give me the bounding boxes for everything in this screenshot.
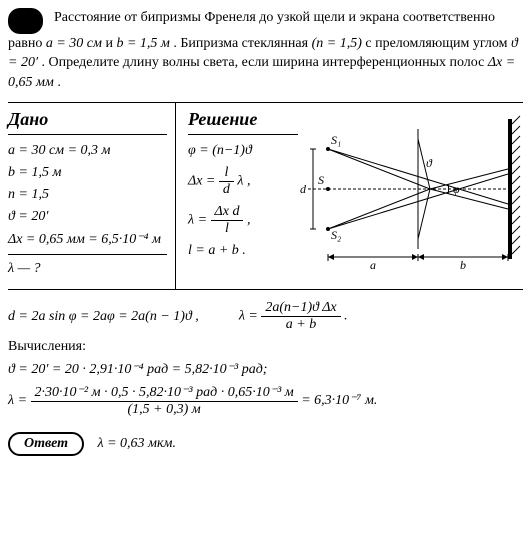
given-a: a = 30 см = 0,3 м [8, 143, 167, 159]
answer-label: Ответ [8, 432, 84, 456]
statement-part-4: . Определите длину волны света, если шир… [42, 55, 488, 70]
inline-n: (n = 1,5) [312, 36, 362, 51]
answer-text: λ = 0,63 мкм. [98, 436, 176, 451]
svg-text:S₁: S₁ [331, 133, 341, 147]
eq-l: l = a + b . [188, 243, 298, 259]
given-b: b = 1,5 м [8, 165, 167, 181]
calc-lambda: λ = 2·30·10⁻² м · 0,5 · 5,82·10⁻³ рад · … [8, 384, 523, 418]
d-equation: d = 2a sin φ = 2aφ = 2a(n − 1)ϑ , [8, 309, 199, 325]
optics-diagram: S₁ S₂ S d ϑ φ a b [298, 109, 523, 283]
period: . [57, 75, 61, 90]
svg-text:a: a [370, 258, 376, 272]
problem-statement: Расстояние от бипризмы Френеля до узкой … [8, 8, 523, 92]
given-dx: Δx = 0,65 мм = 6,5·10⁻⁴ м [8, 231, 167, 248]
deriv-row: d = 2a sin φ = 2aφ = 2a(n − 1)ϑ , λ = 2a… [8, 300, 523, 333]
svg-text:d: d [300, 182, 307, 196]
svg-text:b: b [460, 258, 466, 272]
equation-column: Решение φ = (n−1)ϑ Δx = l d λ , λ = Δx d… [188, 109, 298, 283]
solution-title: Решение [188, 109, 298, 135]
solution-table: Дано a = 30 см = 0,3 м b = 1,5 м n = 1,5… [8, 102, 523, 290]
given-n: n = 1,5 [8, 187, 167, 203]
given-column: Дано a = 30 см = 0,3 м b = 1,5 м n = 1,5… [8, 103, 176, 289]
inline-b: b = 1,5 м [116, 36, 169, 51]
divider [8, 254, 167, 255]
answer-row: Ответ λ = 0,63 мкм. [8, 432, 523, 456]
svg-text:φ: φ [453, 182, 460, 196]
statement-part-2: . Бипризма стеклянная [173, 36, 308, 51]
eq-dx: Δx = l d λ , [188, 165, 298, 198]
lambda-equation: λ = 2a(n−1)ϑ Δx a + b . [239, 300, 348, 333]
given-ask: λ — ? [8, 261, 167, 277]
inline-a: a = 30 см [46, 36, 102, 51]
given-theta: ϑ = 20′ [8, 209, 167, 225]
calc-theta: ϑ = 20′ = 20 · 2,91·10⁻⁴ рад = 5,82·10⁻³… [8, 361, 523, 378]
svg-text:S: S [318, 173, 324, 187]
svg-text:S₂: S₂ [331, 228, 341, 242]
given-title: Дано [8, 109, 167, 135]
derivation-section: d = 2a sin φ = 2aφ = 2a(n − 1)ϑ , λ = 2a… [8, 300, 523, 418]
eq-lambda: λ = Δx d l , [188, 204, 298, 237]
problem-number-pill [8, 8, 43, 34]
statement-part-3: с преломляющим углом [365, 36, 511, 51]
calc-title: Вычисления: [8, 339, 523, 355]
svg-text:ϑ: ϑ [426, 156, 433, 170]
solution-column: Решение φ = (n−1)ϑ Δx = l d λ , λ = Δx d… [176, 103, 523, 289]
and: и [105, 36, 116, 51]
eq-phi: φ = (n−1)ϑ [188, 143, 298, 159]
